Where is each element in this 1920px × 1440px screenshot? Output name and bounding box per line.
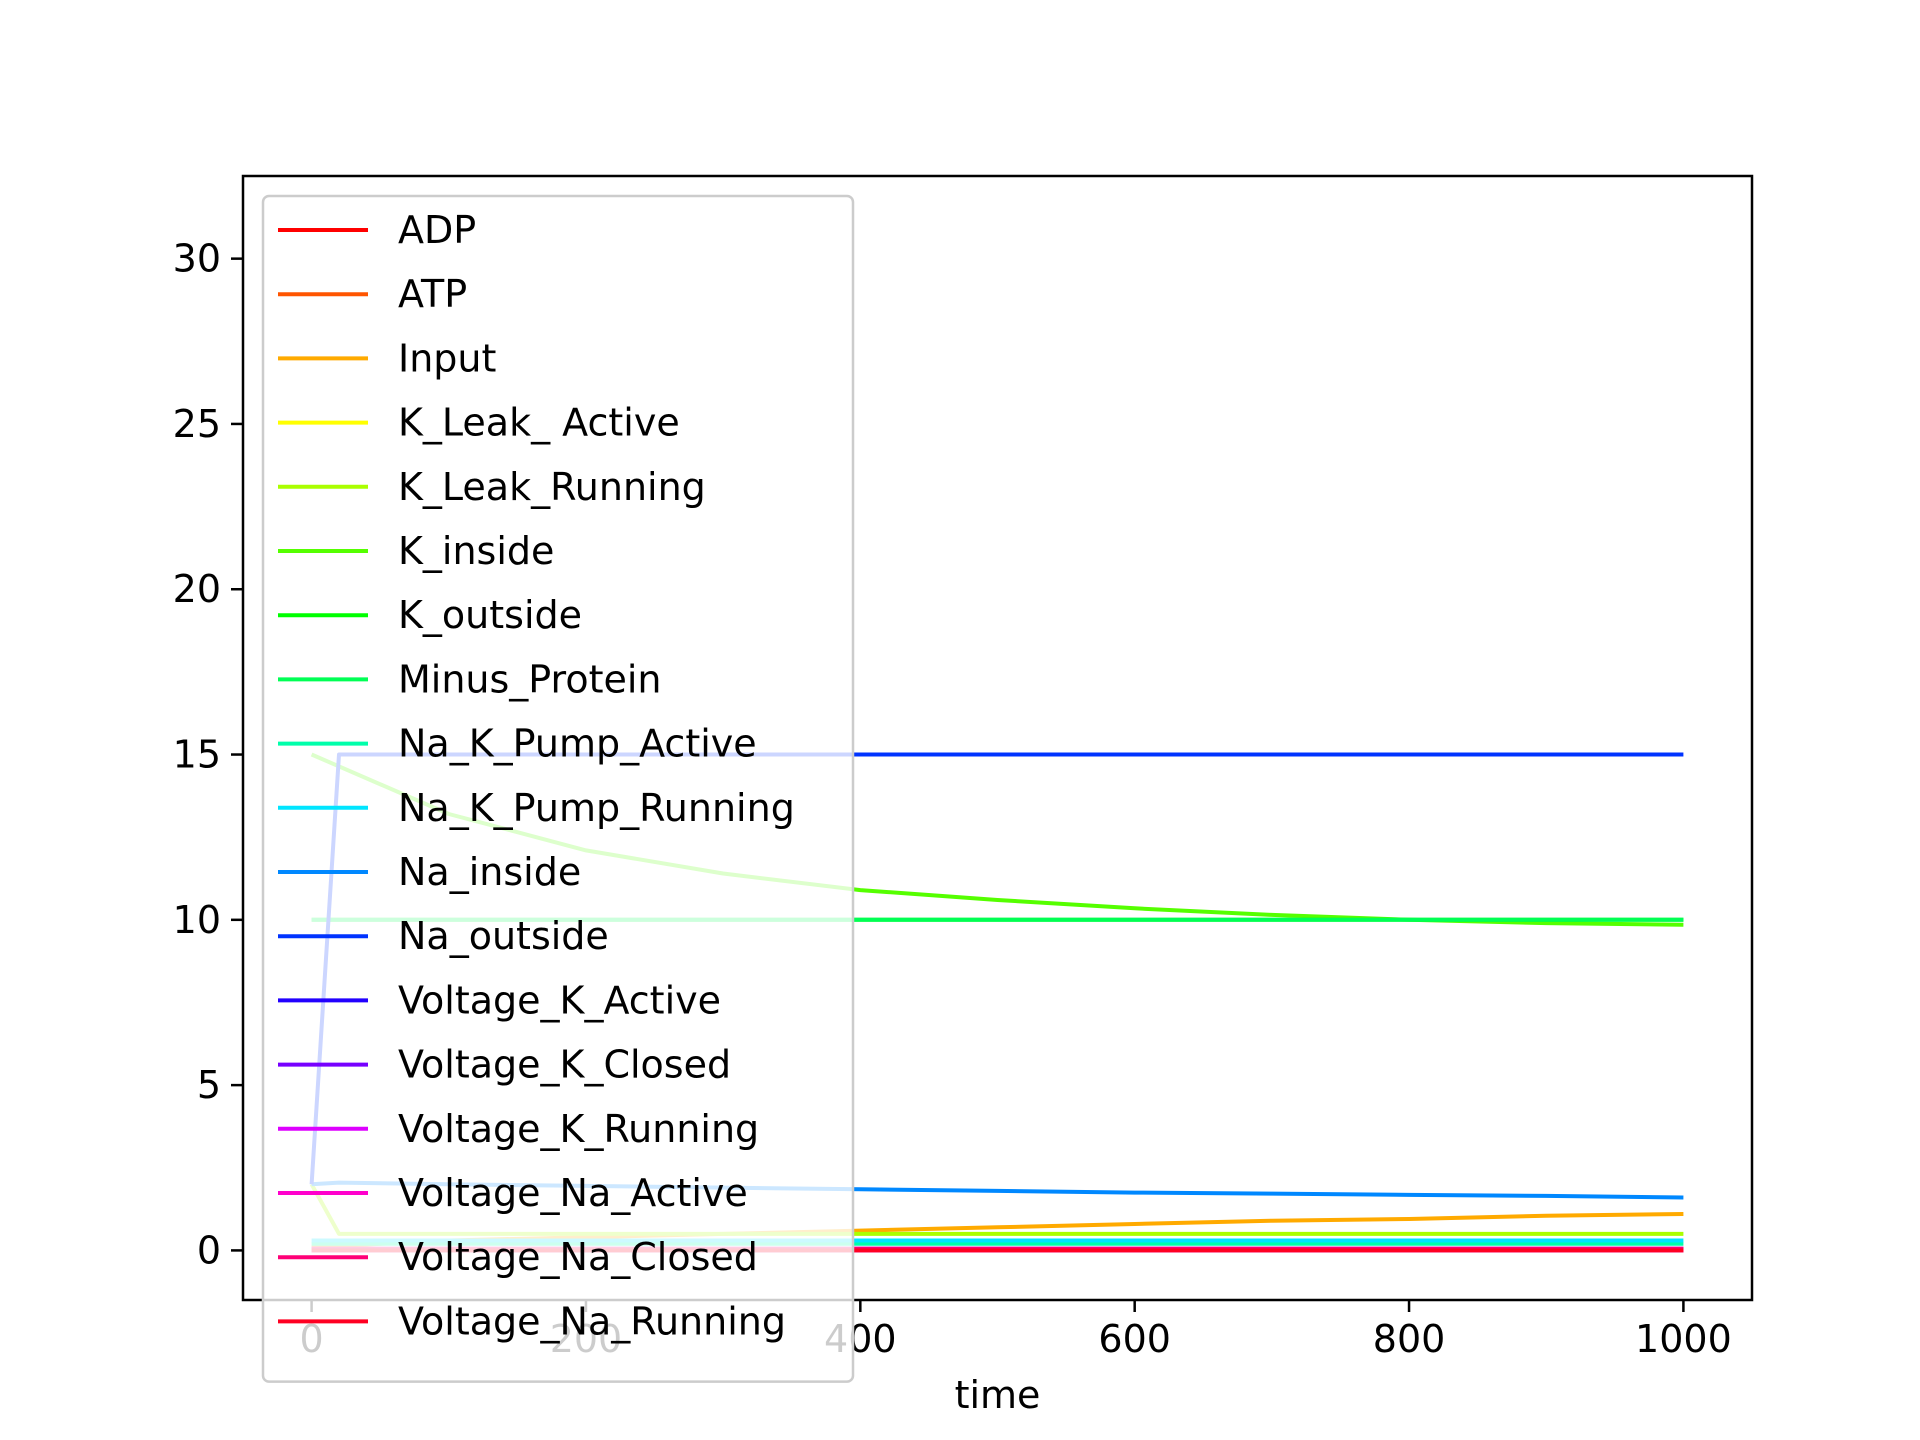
axes-frame [241, 174, 1754, 1302]
legend-label: K_inside [398, 529, 554, 573]
legend-label: Na_K_Pump_Running [398, 786, 795, 830]
legend-label: Minus_Protein [398, 657, 662, 701]
legend-label: Voltage_K_Active [398, 978, 721, 1022]
legend-label: Na_outside [398, 914, 609, 958]
legend-label: Voltage_Na_Running [398, 1299, 786, 1343]
legend-label: K_outside [398, 593, 582, 637]
legend-label: Voltage_Na_Closed [398, 1235, 758, 1279]
y-tick-label: 0 [197, 1228, 221, 1272]
legend-label: Voltage_K_Running [398, 1107, 759, 1151]
y-tick-label: 30 [173, 237, 221, 281]
legend-label: K_Leak_Running [398, 465, 706, 509]
legend-label: Voltage_Na_Active [398, 1171, 748, 1215]
y-tick-label: 10 [173, 898, 221, 942]
legend-label: ADP [398, 208, 476, 252]
x-axis-title: time [955, 1373, 1041, 1417]
legend-label: Voltage_K_Closed [398, 1043, 731, 1087]
legend-box [261, 194, 855, 1383]
legend-label: Na_inside [398, 850, 581, 894]
x-tick-label: 1000 [1635, 1317, 1732, 1361]
y-tick-label: 15 [173, 733, 221, 777]
legend-label: ATP [398, 272, 467, 316]
x-tick-label: 600 [1098, 1317, 1171, 1361]
y-tick-label: 5 [197, 1063, 221, 1107]
legend-label: Na_K_Pump_Active [398, 722, 757, 766]
y-tick-label: 25 [173, 402, 221, 446]
y-tick-label: 20 [173, 567, 221, 611]
x-tick-label: 800 [1373, 1317, 1446, 1361]
legend: ADP ATP Input K_Leak_ Active K_Leak_Running K… [261, 194, 855, 1383]
y-axis-ticks: 0 5 10 15 20 25 30 [173, 237, 243, 1272]
legend-label: Input [398, 336, 496, 380]
legend-label: K_Leak_ Active [398, 401, 680, 445]
